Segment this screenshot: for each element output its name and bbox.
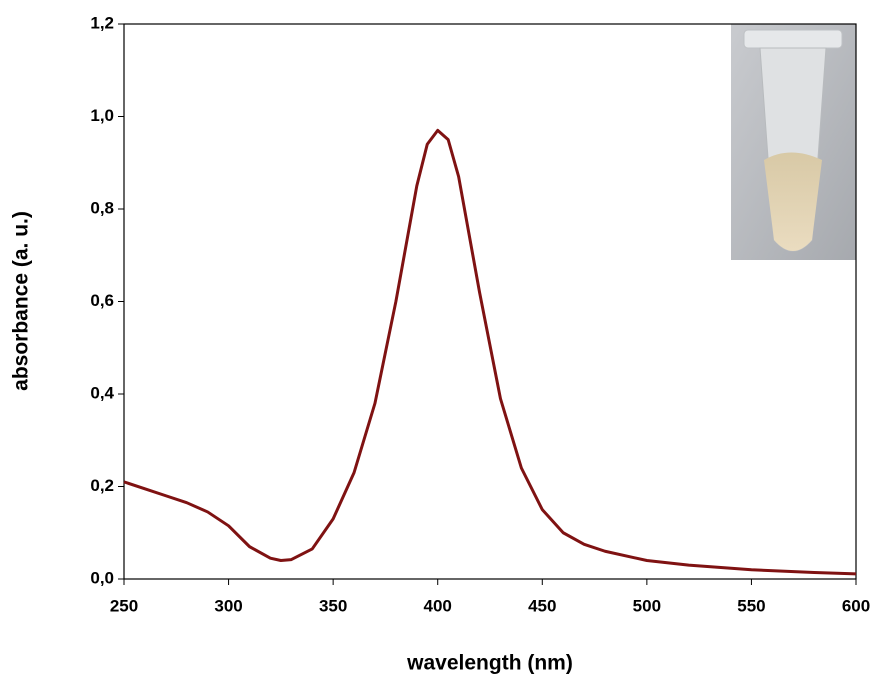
y-tick-label: 0,2 (90, 476, 114, 495)
x-axis-label: wavelength (nm) (406, 652, 573, 675)
y-tick-label: 0,8 (90, 198, 114, 217)
x-tick-label: 300 (214, 596, 242, 615)
x-tick-label: 550 (737, 596, 765, 615)
data-line (123, 128, 857, 576)
inset-photo (731, 24, 856, 260)
y-tick-label: 1,2 (90, 13, 114, 32)
x-tick-label: 450 (528, 596, 556, 615)
x-tick-label: 350 (319, 596, 347, 615)
y-tick-label: 1,0 (90, 106, 114, 125)
y-tick-label: 0,0 (90, 568, 114, 587)
x-tick-label: 500 (633, 596, 661, 615)
x-tick-label: 250 (110, 596, 138, 615)
x-tick-label: 400 (424, 596, 452, 615)
x-tick-label: 600 (842, 596, 870, 615)
y-tick-label: 0,4 (90, 383, 114, 402)
y-tick-label: 0,6 (90, 291, 114, 310)
y-axis-label: absorbance (a. u.) (10, 211, 33, 391)
